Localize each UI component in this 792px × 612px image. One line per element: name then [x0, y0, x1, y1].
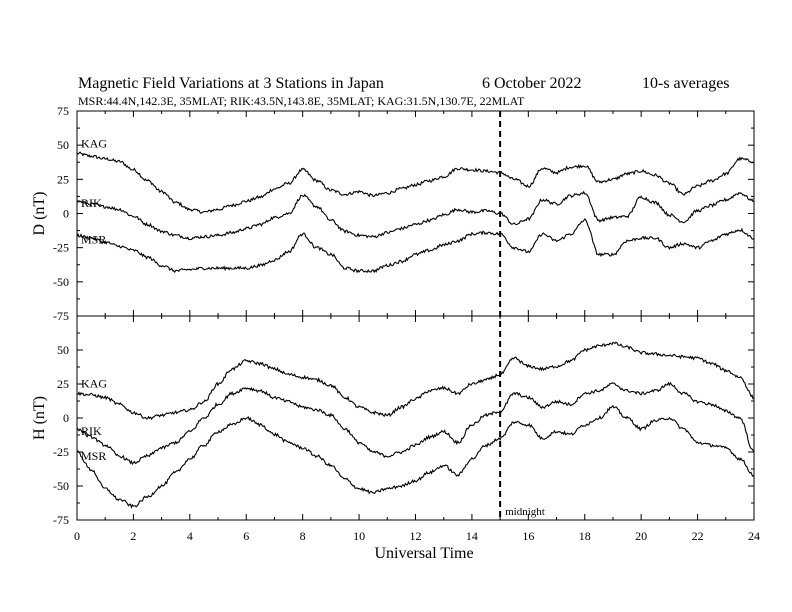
x-tick-label: 2 — [130, 529, 136, 543]
series-label-H-RIK: RIK — [81, 424, 102, 438]
y-tick-label: 0 — [63, 207, 69, 221]
x-tick-label: 0 — [74, 529, 80, 543]
series-label-H-KAG: KAG — [81, 377, 107, 391]
x-tick-label: 22 — [692, 529, 704, 543]
x-tick-label: 20 — [635, 529, 647, 543]
stations-info: MSR:44.4N,142.3E, 35MLAT; RIK:43.5N,143.… — [78, 94, 525, 108]
x-tick-label: 10 — [353, 529, 365, 543]
y-tick-label: -50 — [53, 479, 69, 493]
trace-D-MSR — [76, 218, 755, 274]
series-label-D-MSR: MSR — [81, 232, 106, 246]
y-axis-label-H: H (nT) — [31, 396, 48, 440]
y-tick-label: 50 — [57, 343, 69, 357]
y-tick-label: -50 — [53, 275, 69, 289]
series-label-H-MSR: MSR — [81, 449, 106, 463]
midnight-label: midnight — [505, 506, 545, 518]
x-tick-label: 18 — [579, 529, 591, 543]
chart-date: 6 October 2022 — [482, 75, 582, 92]
x-tick-label: 24 — [748, 529, 760, 543]
y-tick-label: 75 — [57, 104, 69, 118]
x-tick-label: 4 — [187, 529, 193, 543]
x-tick-label: 16 — [522, 529, 534, 543]
y-tick-label: -25 — [53, 445, 69, 459]
trace-H-RIK — [76, 381, 755, 466]
y-tick-label: 0 — [63, 411, 69, 425]
averaging-label: 10-s averages — [642, 75, 730, 92]
trace-H-MSR — [76, 405, 755, 509]
y-tick-label: -75 — [53, 309, 69, 323]
y-tick-label: 50 — [57, 138, 69, 152]
y-tick-label: -25 — [53, 241, 69, 255]
y-tick-label: -75 — [53, 513, 69, 527]
series-label-D-KAG: KAG — [81, 136, 107, 150]
x-tick-label: 14 — [466, 529, 478, 543]
chart-title: Magnetic Field Variations at 3 Stations … — [78, 75, 384, 92]
x-tick-label: 8 — [300, 529, 306, 543]
x-tick-label: 6 — [243, 529, 249, 543]
y-tick-label: 25 — [57, 377, 69, 391]
y-axis-label-D: D (nT) — [31, 192, 48, 236]
series-label-D-RIK: RIK — [81, 196, 102, 210]
y-tick-label: 25 — [57, 172, 69, 186]
x-tick-label: 12 — [410, 529, 422, 543]
trace-D-RIK — [76, 190, 755, 241]
trace-H-KAG — [77, 341, 755, 421]
panels-group: 75 50 25 0 -25 -50 -75 D (nT) KAG RIK MSR 50 25 0 -25 -… — [31, 104, 760, 543]
x-axis-label: Universal Time — [374, 545, 473, 562]
panel-frame-D — [76, 110, 755, 317]
panel-frame-H — [76, 315, 755, 521]
trace-D-KAG — [76, 151, 755, 215]
